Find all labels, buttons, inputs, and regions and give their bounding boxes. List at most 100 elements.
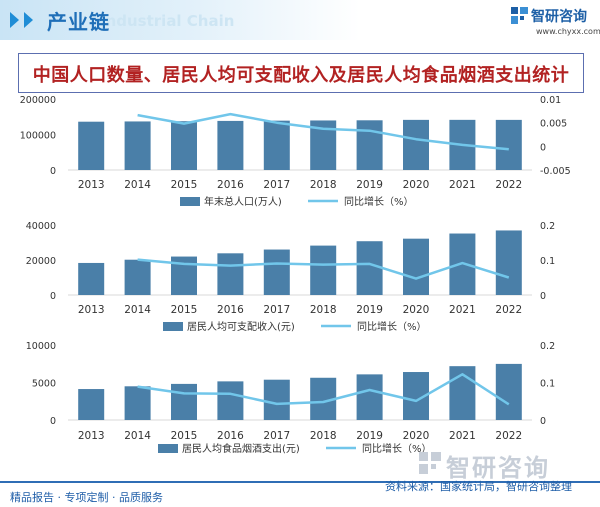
right-axis-tick: 0.2 xyxy=(540,221,555,232)
bar xyxy=(495,119,522,170)
right-axis-tick: 0 xyxy=(540,416,546,427)
bar xyxy=(356,374,383,420)
bar xyxy=(263,379,290,420)
right-axis-tick: 0 xyxy=(540,291,546,302)
left-axis-tick: 5000 xyxy=(32,379,56,390)
left-axis-tick: 0 xyxy=(50,416,56,427)
x-axis-tick: 2019 xyxy=(356,430,383,442)
x-axis-tick: 2017 xyxy=(263,179,290,191)
x-axis-tick: 2020 xyxy=(403,430,430,442)
x-axis-tick: 2020 xyxy=(403,179,430,191)
bar xyxy=(403,238,429,295)
left-axis-tick: 20000 xyxy=(26,256,56,267)
chart-title: 中国人口数量、居民人均可支配收入及居民人均食品烟酒支出统计 xyxy=(32,65,570,86)
right-axis-tick: -0.005 xyxy=(540,166,571,177)
left-axis-tick: 40000 xyxy=(26,221,56,232)
x-axis-tick: 2021 xyxy=(449,304,476,316)
bar xyxy=(310,245,337,295)
bar xyxy=(356,241,383,295)
watermark-brand: 智研咨询 xyxy=(446,454,550,482)
brand-logo-icon xyxy=(511,7,528,24)
footer-divider xyxy=(0,481,600,483)
x-axis-tick: 2022 xyxy=(495,304,522,316)
x-axis-tick: 2019 xyxy=(356,304,383,316)
bar xyxy=(217,253,244,295)
x-axis-tick: 2016 xyxy=(217,304,244,316)
bar xyxy=(124,121,151,170)
legend-line-label: 同比增长（%） xyxy=(357,320,427,333)
growth-line xyxy=(137,112,509,151)
left-axis-tick: 0 xyxy=(50,291,56,302)
x-axis-tick: 2022 xyxy=(495,430,522,442)
x-axis-tick: 2017 xyxy=(263,304,290,316)
x-axis-tick: 2020 xyxy=(403,304,430,316)
header-band xyxy=(0,0,360,40)
growth-line xyxy=(137,258,510,280)
bar xyxy=(495,230,522,295)
bar xyxy=(124,386,151,420)
bar xyxy=(124,259,151,295)
legend-bar-label: 年末总人口(万人) xyxy=(204,195,282,208)
bar xyxy=(263,120,290,170)
x-axis-tick: 2013 xyxy=(78,430,105,442)
growth-line xyxy=(137,373,510,406)
x-axis-tick: 2021 xyxy=(449,179,476,191)
bar xyxy=(263,249,290,295)
right-axis-tick: 0 xyxy=(540,142,546,153)
x-axis-tick: 2016 xyxy=(217,430,244,442)
right-axis-tick: 0.2 xyxy=(540,341,555,352)
watermark-logo-icon xyxy=(419,452,441,474)
bar xyxy=(171,383,197,420)
left-axis-tick: 100000 xyxy=(20,131,56,142)
x-axis-tick: 2014 xyxy=(124,304,151,316)
bar xyxy=(217,381,244,420)
x-axis-tick: 2015 xyxy=(171,430,198,442)
legend-bar-label: 居民人均可支配收入(元) xyxy=(187,320,295,333)
bar xyxy=(495,363,522,420)
footer-slogan: 精品报告 · 专项定制 · 品质服务 xyxy=(10,491,163,504)
bar xyxy=(356,120,383,170)
x-axis-tick: 2018 xyxy=(310,179,337,191)
x-axis-tick: 2018 xyxy=(310,304,337,316)
bar xyxy=(78,389,105,420)
header-bar: Industrial Chain 产业链 智研咨询 www.chyxx.com xyxy=(0,0,600,40)
chevron-icon xyxy=(10,12,19,28)
legend-line-label: 同比增长（%） xyxy=(362,442,432,455)
legend-bar-swatch xyxy=(163,322,183,331)
left-axis-tick: 200000 xyxy=(20,95,56,106)
right-axis-tick: 0.1 xyxy=(540,379,555,390)
x-axis-tick: 2015 xyxy=(171,179,198,191)
bar xyxy=(171,121,197,170)
title-box: 中国人口数量、居民人均可支配收入及居民人均食品烟酒支出统计 xyxy=(18,53,584,93)
bar xyxy=(217,120,244,170)
section-label: 产业链 xyxy=(47,10,110,34)
x-axis-tick: 2016 xyxy=(217,179,244,191)
bar xyxy=(403,119,429,170)
right-axis-tick: 0.1 xyxy=(540,256,555,267)
left-axis-tick: 10000 xyxy=(26,341,56,352)
data-source: 资料来源：国家统计局，智研咨询整理 xyxy=(385,480,572,493)
x-axis-tick: 2014 xyxy=(124,179,151,191)
x-axis-tick: 2013 xyxy=(78,304,105,316)
x-axis-tick: 2014 xyxy=(124,430,151,442)
brand-name: 智研咨询 xyxy=(531,9,587,25)
bar xyxy=(78,121,105,170)
left-axis-tick: 0 xyxy=(50,166,56,177)
header-watermark-text: Industrial Chain xyxy=(100,12,235,30)
legend-line-label: 同比增长（%） xyxy=(344,195,414,208)
x-axis-tick: 2017 xyxy=(263,430,290,442)
x-axis-tick: 2019 xyxy=(356,179,383,191)
x-axis-tick: 2015 xyxy=(171,304,198,316)
right-axis-tick: 0.01 xyxy=(540,95,561,106)
x-axis-tick: 2022 xyxy=(495,179,522,191)
right-axis-tick: 0.005 xyxy=(540,119,567,130)
legend-bar-swatch xyxy=(180,197,200,206)
bar xyxy=(78,262,105,295)
chevron-icon xyxy=(24,12,33,28)
legend-bar-swatch xyxy=(158,444,178,453)
x-axis-tick: 2018 xyxy=(310,430,337,442)
legend-bar-label: 居民人均食品烟酒支出(元) xyxy=(182,442,300,455)
brand-url: www.chyxx.com xyxy=(536,27,600,36)
x-axis-tick: 2021 xyxy=(449,430,476,442)
